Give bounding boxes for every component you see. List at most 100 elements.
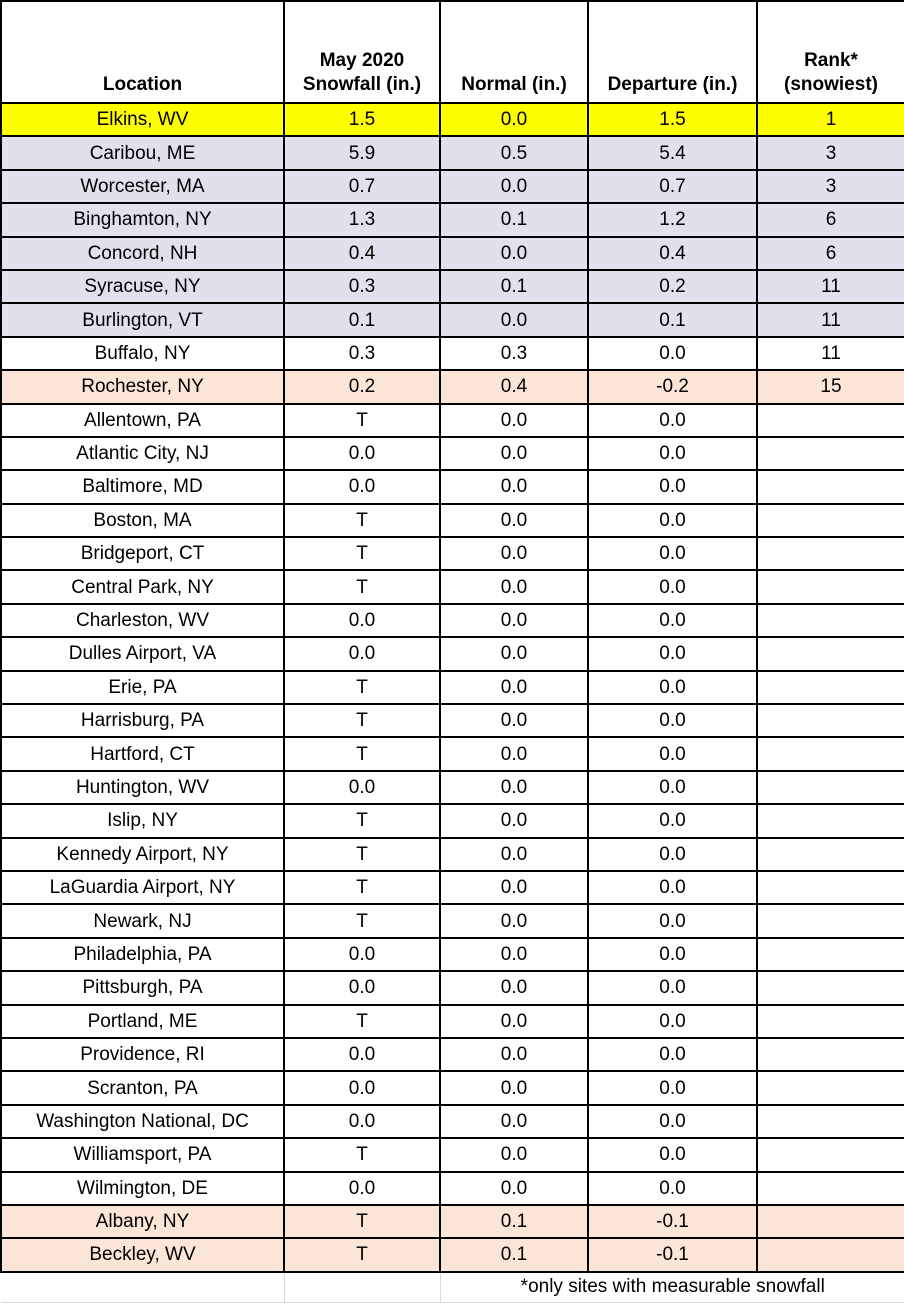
cell-location: Providence, RI bbox=[0, 1036, 285, 1073]
cell-normal: 0.0 bbox=[439, 402, 589, 438]
cell-departure: 0.0 bbox=[587, 1170, 758, 1206]
cell-snowfall: T bbox=[283, 703, 441, 739]
cell-snowfall: 0.0 bbox=[283, 469, 441, 505]
cell-location: Baltimore, MD bbox=[0, 469, 285, 505]
cell-departure: 0.0 bbox=[587, 869, 758, 906]
cell-location: Huntington, WV bbox=[0, 769, 285, 806]
table-row: Islip, NY T 0.0 0.0 bbox=[0, 803, 904, 839]
cell-location: Pittsburgh, PA bbox=[0, 970, 285, 1006]
cell-normal: 0.4 bbox=[439, 369, 589, 405]
cell-departure: 1.2 bbox=[587, 202, 758, 238]
table-row: Boston, MA T 0.0 0.0 bbox=[0, 502, 904, 539]
cell-snowfall: 0.0 bbox=[283, 636, 441, 672]
cell-snowfall: T bbox=[283, 569, 441, 605]
cell-location: Harrisburg, PA bbox=[0, 703, 285, 739]
cell-rank bbox=[756, 402, 904, 438]
table-row: Atlantic City, NJ 0.0 0.0 0.0 bbox=[0, 435, 904, 472]
cell-snowfall: T bbox=[283, 1203, 441, 1240]
col-header-normal: Normal (in.) bbox=[439, 0, 589, 104]
cell-departure: -0.1 bbox=[587, 1237, 758, 1273]
cell-rank bbox=[756, 502, 904, 539]
header-row: Location May 2020 Snowfall (in.) Normal … bbox=[0, 0, 904, 104]
cell-location: Atlantic City, NJ bbox=[0, 435, 285, 472]
cell-location: Albany, NY bbox=[0, 1203, 285, 1240]
cell-rank bbox=[756, 569, 904, 605]
cell-departure: 0.0 bbox=[587, 636, 758, 672]
cell-snowfall: 1.3 bbox=[283, 202, 441, 238]
cell-departure: 0.2 bbox=[587, 268, 758, 305]
cell-normal: 0.0 bbox=[439, 869, 589, 906]
table-header: Location May 2020 Snowfall (in.) Normal … bbox=[0, 0, 904, 104]
cell-snowfall: 0.7 bbox=[283, 168, 441, 205]
cell-departure: 0.0 bbox=[587, 602, 758, 639]
cell-rank bbox=[756, 1036, 904, 1073]
col-header-rank: Rank* (snowiest) bbox=[756, 0, 904, 104]
cell-departure: 0.0 bbox=[587, 502, 758, 539]
cell-rank bbox=[756, 1070, 904, 1106]
cell-rank bbox=[756, 669, 904, 706]
cell-departure: 0.0 bbox=[587, 469, 758, 505]
cell-normal: 0.1 bbox=[439, 268, 589, 305]
cell-departure: 1.5 bbox=[587, 101, 758, 138]
cell-rank: 11 bbox=[756, 268, 904, 305]
table-row: Scranton, PA 0.0 0.0 0.0 bbox=[0, 1070, 904, 1106]
cell-snowfall: T bbox=[283, 669, 441, 706]
cell-rank bbox=[756, 836, 904, 872]
cell-normal: 0.0 bbox=[439, 1103, 589, 1140]
cell-location: Dulles Airport, VA bbox=[0, 636, 285, 672]
table-row: Charleston, WV 0.0 0.0 0.0 bbox=[0, 602, 904, 639]
cell-normal: 0.0 bbox=[439, 903, 589, 939]
table-row: Central Park, NY T 0.0 0.0 bbox=[0, 569, 904, 605]
table-row: Harrisburg, PA T 0.0 0.0 bbox=[0, 703, 904, 739]
cell-departure: 0.0 bbox=[587, 736, 758, 772]
cell-normal: 0.0 bbox=[439, 970, 589, 1006]
cell-snowfall: T bbox=[283, 1237, 441, 1273]
cell-departure: 0.0 bbox=[587, 970, 758, 1006]
table-row: Philadelphia, PA 0.0 0.0 0.0 bbox=[0, 936, 904, 973]
cell-location: LaGuardia Airport, NY bbox=[0, 869, 285, 906]
cell-snowfall: 0.1 bbox=[283, 302, 441, 338]
cell-normal: 0.0 bbox=[439, 469, 589, 505]
cell-departure: 0.0 bbox=[587, 435, 758, 472]
cell-location: Erie, PA bbox=[0, 669, 285, 706]
cell-normal: 0.0 bbox=[439, 602, 589, 639]
col-header-location: Location bbox=[0, 0, 285, 104]
table-row: Dulles Airport, VA 0.0 0.0 0.0 bbox=[0, 636, 904, 672]
cell-snowfall: 1.5 bbox=[283, 101, 441, 138]
cell-rank bbox=[756, 1103, 904, 1140]
cell-location: Scranton, PA bbox=[0, 1070, 285, 1106]
table-row: Allentown, PA T 0.0 0.0 bbox=[0, 402, 904, 438]
cell-snowfall: 0.0 bbox=[283, 1170, 441, 1206]
cell-rank: 3 bbox=[756, 168, 904, 205]
cell-location: Kennedy Airport, NY bbox=[0, 836, 285, 872]
cell-normal: 0.0 bbox=[439, 836, 589, 872]
cell-snowfall: 0.0 bbox=[283, 769, 441, 806]
table-row: Rochester, NY 0.2 0.4 -0.2 15 bbox=[0, 369, 904, 405]
cell-normal: 0.1 bbox=[439, 1203, 589, 1240]
table-row: Burlington, VT 0.1 0.0 0.1 11 bbox=[0, 302, 904, 338]
cell-rank bbox=[756, 469, 904, 505]
cell-normal: 0.0 bbox=[439, 703, 589, 739]
cell-departure: 0.0 bbox=[587, 703, 758, 739]
table-footer: *only sites with measurable snowfall bbox=[1, 1271, 904, 1303]
cell-departure: 0.0 bbox=[587, 536, 758, 572]
cell-normal: 0.5 bbox=[439, 135, 589, 171]
table-row: Williamsport, PA T 0.0 0.0 bbox=[0, 1137, 904, 1173]
table-row: Elkins, WV 1.5 0.0 1.5 1 bbox=[0, 101, 904, 138]
footer-row: *only sites with measurable snowfall bbox=[1, 1271, 904, 1303]
cell-snowfall: 0.0 bbox=[283, 602, 441, 639]
cell-rank bbox=[756, 1003, 904, 1039]
cell-location: Islip, NY bbox=[0, 803, 285, 839]
cell-location: Syracuse, NY bbox=[0, 268, 285, 305]
table-row: Concord, NH 0.4 0.0 0.4 6 bbox=[0, 235, 904, 271]
cell-normal: 0.0 bbox=[439, 168, 589, 205]
cell-snowfall: T bbox=[283, 803, 441, 839]
cell-location: Portland, ME bbox=[0, 1003, 285, 1039]
cell-departure: 0.0 bbox=[587, 769, 758, 806]
cell-location: Boston, MA bbox=[0, 502, 285, 539]
cell-location: Newark, NJ bbox=[0, 903, 285, 939]
cell-location: Wilmington, DE bbox=[0, 1170, 285, 1206]
cell-normal: 0.0 bbox=[439, 569, 589, 605]
cell-location: Central Park, NY bbox=[0, 569, 285, 605]
